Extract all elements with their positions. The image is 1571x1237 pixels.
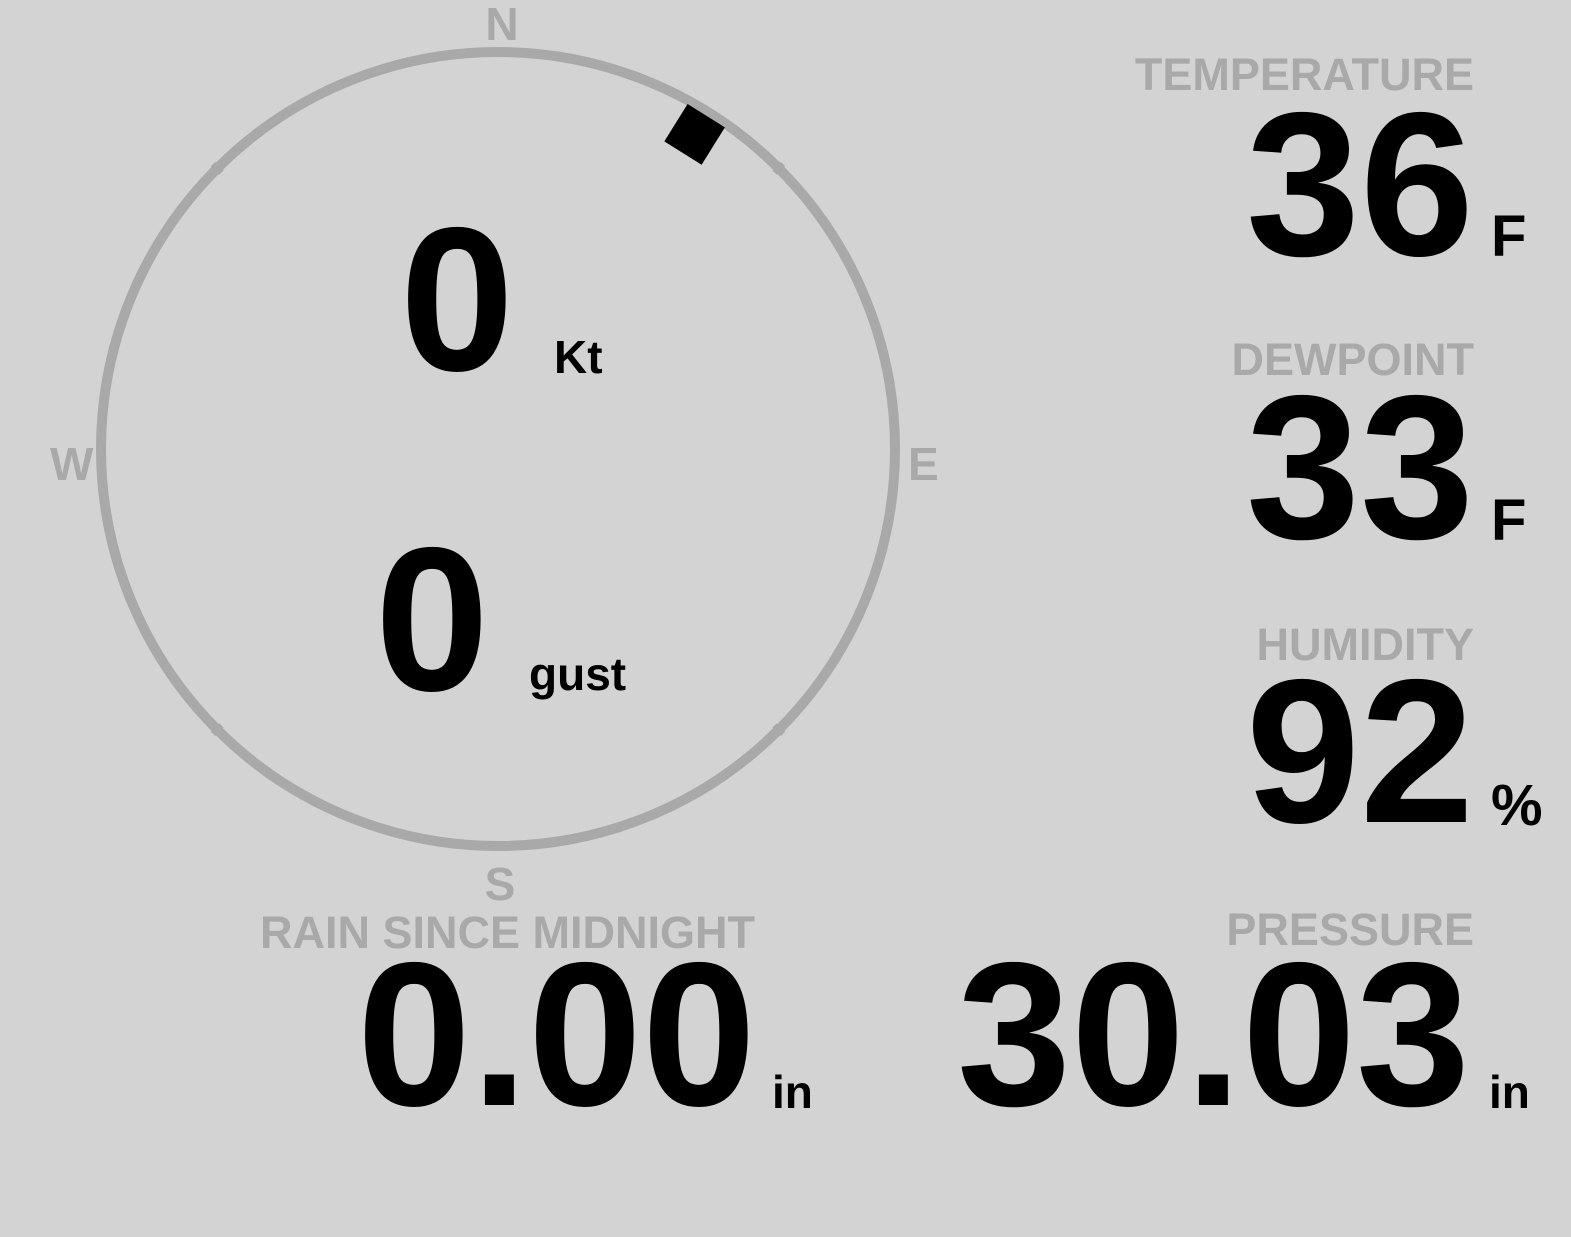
compass-tick xyxy=(772,161,786,175)
humidity-value: 92 xyxy=(1246,637,1474,866)
temperature-value: 36 xyxy=(1246,70,1474,299)
temperature-unit: F xyxy=(1491,204,1526,269)
pressure-value: 30.03 xyxy=(957,920,1470,1149)
humidity-label: HUMIDITY xyxy=(1257,619,1475,670)
compass-ticks xyxy=(210,161,786,737)
wind-speed-value: 0 xyxy=(400,185,514,414)
compass-north-label: N xyxy=(485,0,518,50)
wind-gust-unit: gust xyxy=(529,648,626,700)
temperature-label: TEMPERATURE xyxy=(1135,49,1474,100)
rain-unit: in xyxy=(772,1066,813,1118)
compass-tick xyxy=(210,161,224,175)
dewpoint-label: DEWPOINT xyxy=(1232,334,1475,385)
compass: N E S W xyxy=(50,0,939,910)
compass-tick xyxy=(210,723,224,737)
compass-tick xyxy=(772,723,786,737)
rain-label: RAIN SINCE MIDNIGHT xyxy=(260,907,755,958)
dewpoint-unit: F xyxy=(1491,488,1526,553)
compass-south-label: S xyxy=(485,858,516,910)
compass-west-label: W xyxy=(50,438,94,490)
pressure-unit: in xyxy=(1489,1066,1530,1118)
humidity-unit: % xyxy=(1491,773,1543,838)
compass-east-label: E xyxy=(908,438,939,490)
dewpoint-value: 33 xyxy=(1246,353,1474,582)
compass-ring xyxy=(96,47,900,851)
rain-value: 0.00 xyxy=(357,920,756,1149)
wind-direction-marker xyxy=(664,104,725,165)
pressure-label: PRESSURE xyxy=(1226,904,1474,955)
wind-gust-value: 0 xyxy=(375,505,489,734)
wind-speed-unit: Kt xyxy=(554,331,603,383)
